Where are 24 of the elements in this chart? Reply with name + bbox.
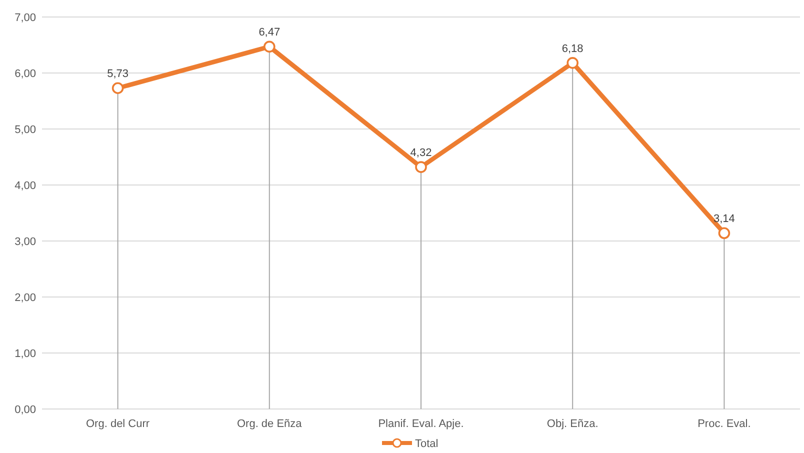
y-tick-label: 0,00 (14, 404, 36, 416)
y-tick-label: 3,00 (14, 236, 36, 248)
point (566, 57, 578, 69)
text: 3,14 (713, 213, 735, 226)
text: 6,18 (562, 42, 584, 55)
y-tick-label: 4,00 (14, 180, 36, 192)
point (264, 40, 276, 53)
y-tick-label: 1,00 (14, 348, 36, 360)
y-tick-label: 7,00 (14, 12, 36, 24)
point (112, 82, 124, 94)
text: 4,32 (410, 147, 432, 160)
y-tick-label: 2,00 (14, 292, 36, 304)
x-tick-label: Org. de Eñza (236, 418, 303, 430)
point (415, 161, 427, 173)
y-tick-label: 5,00 (14, 124, 36, 136)
legend-label: Total (415, 438, 438, 450)
x-tick-label: Obj. Eñza. (546, 418, 598, 430)
x-tick-label: Org. del Curr (86, 418, 150, 430)
x-tick-label: Planif. Eval. Apje. (378, 418, 464, 430)
point (718, 227, 730, 240)
x-tick-label: Proc. Eval. (698, 418, 751, 430)
y-tick-label: 6,00 (14, 68, 36, 80)
text: 6,47 (258, 26, 280, 39)
text: 5,73 (107, 68, 129, 80)
